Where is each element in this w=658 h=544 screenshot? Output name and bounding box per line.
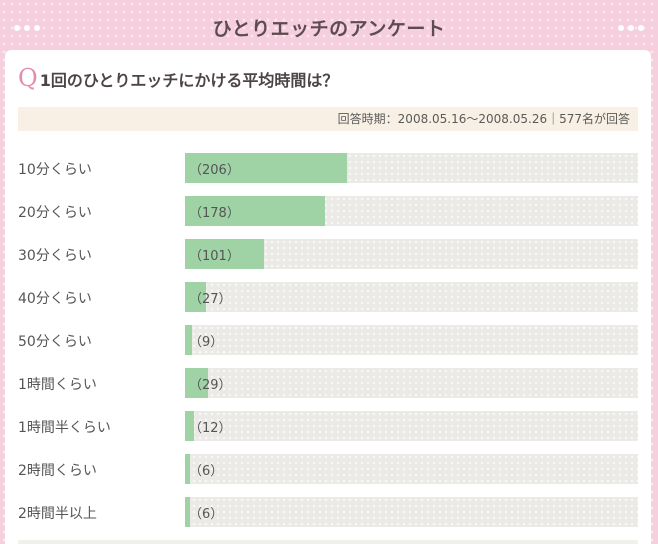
question-heading: Q 1回のひとりエッチにかける平均時間は？ <box>18 64 338 92</box>
result-label: 1時間くらい <box>18 377 97 393</box>
response-info: 回答時期：2008.05.16〜2008.05.26｜577名が回答 <box>18 107 638 131</box>
result-label: 40分くらい <box>18 291 92 307</box>
result-label: 2時間半以上 <box>18 506 97 522</box>
result-row: 2時間半以上 （6） <box>5 497 651 527</box>
question-text: 1回のひとりエッチにかける平均時間は？ <box>39 71 339 90</box>
result-track: （101） <box>185 239 638 269</box>
result-count: （206） <box>189 163 240 178</box>
result-track: （206） <box>185 153 638 183</box>
result-label: 20分くらい <box>18 205 92 221</box>
result-track: （12） <box>185 411 638 441</box>
result-row: 1時間くらい （29） <box>5 368 651 398</box>
result-label: 1時間半くらい <box>18 420 111 436</box>
result-row: 20分くらい （178） <box>5 196 651 226</box>
result-count: （9） <box>189 335 224 350</box>
result-count: （12） <box>189 421 232 436</box>
result-bar <box>185 368 208 398</box>
result-bar <box>185 497 190 527</box>
result-track: （29） <box>185 368 638 398</box>
result-row: 2時間くらい （6） <box>5 454 651 484</box>
result-count: （27） <box>189 292 232 307</box>
result-row: 1時間半くらい （12） <box>5 411 651 441</box>
result-bar <box>185 454 190 484</box>
result-track: （6） <box>185 454 638 484</box>
page-title: ひとりエッチのアンケート <box>212 18 446 40</box>
result-label: 30分くらい <box>18 248 92 264</box>
result-count: （29） <box>189 378 232 393</box>
result-label: 2時間くらい <box>18 463 97 479</box>
survey-panel: Q 1回のひとりエッチにかける平均時間は？ 回答時期：2008.05.16〜20… <box>5 50 651 544</box>
result-track: （178） <box>185 196 638 226</box>
decorative-dots-left <box>14 25 40 31</box>
result-row: 10分くらい （206） <box>5 153 651 183</box>
result-label: 50分くらい <box>18 334 92 350</box>
result-track: （6） <box>185 497 638 527</box>
result-bar <box>185 153 347 183</box>
page-header: ひとりエッチのアンケート <box>0 0 658 50</box>
result-row: 50分くらい （9） <box>5 325 651 355</box>
result-count: （101） <box>189 249 240 264</box>
result-bar <box>185 282 206 312</box>
result-bar <box>185 411 194 441</box>
bottom-strip <box>18 540 638 544</box>
result-track: （9） <box>185 325 638 355</box>
result-bar <box>185 196 325 226</box>
result-count: （6） <box>189 507 224 522</box>
result-track: （27） <box>185 282 638 312</box>
result-row: 30分くらい （101） <box>5 239 651 269</box>
decorative-dots-right <box>618 25 644 31</box>
result-bar <box>185 239 264 269</box>
result-count: （6） <box>189 464 224 479</box>
result-row: 40分くらい （27） <box>5 282 651 312</box>
question-mark-icon: Q <box>18 64 38 92</box>
result-bar <box>185 325 192 355</box>
result-count: （178） <box>189 206 240 221</box>
result-label: 10分くらい <box>18 162 92 178</box>
